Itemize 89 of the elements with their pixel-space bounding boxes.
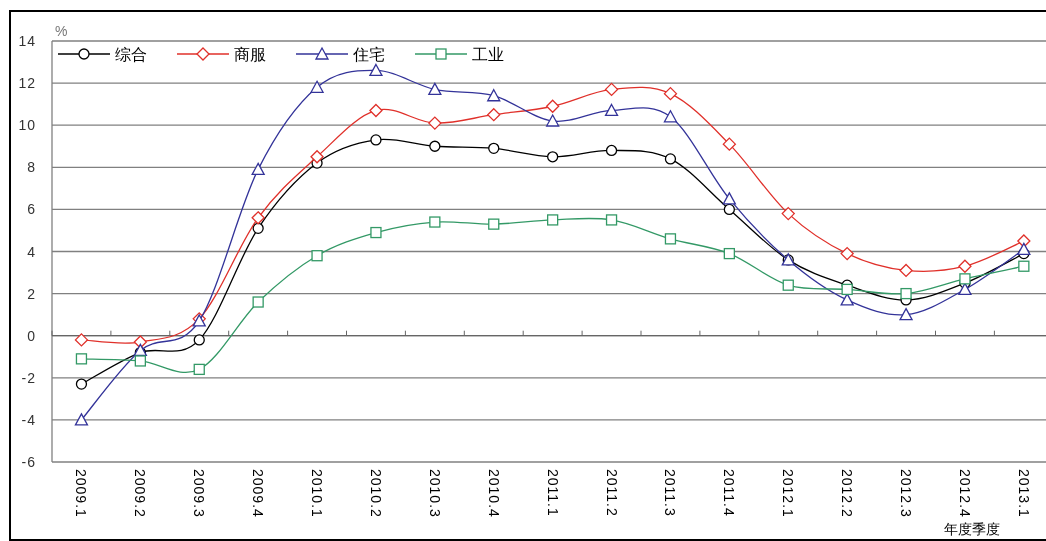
point [193, 334, 205, 346]
point [428, 82, 442, 96]
point [487, 108, 501, 122]
point [841, 283, 853, 296]
point [547, 151, 559, 163]
point [546, 99, 560, 113]
y-tick-label: 2 [27, 285, 36, 302]
y-tick-label: 6 [27, 201, 36, 218]
x-tick-label: 2009.3 [191, 469, 208, 518]
point [723, 203, 735, 216]
point [74, 333, 89, 347]
y-tick-label: 14 [18, 33, 36, 49]
point [310, 80, 324, 93]
point [547, 214, 559, 226]
point [75, 378, 88, 390]
y-tick-label: 10 [18, 117, 36, 134]
point [370, 226, 382, 239]
y-axis-title: % [55, 23, 68, 39]
y-tick-label: 12 [18, 75, 36, 92]
point [134, 355, 146, 367]
x-tick-label: 2011.2 [603, 469, 620, 517]
x-tick-label: 2010.4 [485, 469, 502, 518]
legend-label: 商服 [234, 46, 266, 63]
point [959, 273, 971, 285]
point [429, 216, 441, 228]
point [488, 142, 500, 154]
x-tick-label: 2009.2 [132, 469, 149, 518]
y-tick-label: 8 [27, 159, 36, 176]
point [899, 263, 913, 278]
x-tick-label: 2012.2 [839, 469, 856, 518]
y-tick-label: 4 [27, 243, 36, 260]
point [604, 82, 619, 97]
point [1017, 242, 1031, 256]
x-tick-label: 2012.3 [898, 469, 915, 518]
point [487, 89, 501, 102]
point [605, 214, 618, 226]
point [429, 140, 441, 152]
point [251, 162, 265, 176]
x-tick-label: 2010.1 [309, 469, 326, 518]
point [310, 150, 324, 164]
y-tick-label: -6 [21, 454, 36, 470]
point [722, 137, 736, 151]
point [369, 103, 383, 118]
point [664, 233, 677, 245]
y-tick-label: -4 [21, 411, 36, 428]
point [369, 63, 383, 77]
point [488, 218, 500, 230]
point [251, 211, 265, 225]
point [899, 308, 913, 321]
point [840, 246, 854, 261]
x-tick-label: 2012.4 [956, 469, 973, 518]
point [664, 153, 677, 165]
x-tick-label: 2012.1 [780, 469, 797, 518]
legend-label: 工业 [472, 46, 504, 63]
x-tick-label: 2010.3 [426, 469, 443, 518]
point [193, 363, 205, 376]
point [1018, 260, 1030, 272]
point [311, 250, 323, 262]
point [781, 206, 795, 221]
x-tick-label: 2009.1 [73, 469, 90, 518]
x-tick-label: 2011.3 [662, 469, 679, 517]
x-tick-label: 2011.4 [721, 469, 738, 517]
point [546, 114, 560, 127]
legend-label: 综合 [115, 46, 147, 63]
point [722, 192, 736, 205]
point [958, 259, 972, 273]
x-axis-title: 年度季度 [944, 521, 1000, 537]
point [75, 353, 88, 365]
point [782, 279, 794, 291]
x-tick-label: 2009.4 [250, 469, 267, 518]
point [840, 293, 854, 306]
y-tick-label: -2 [21, 369, 36, 386]
point [428, 116, 442, 130]
x-tick-label: 2010.2 [367, 469, 384, 518]
x-tick-label: 2011.1 [544, 469, 561, 517]
point [900, 287, 912, 300]
point [252, 296, 264, 308]
legend-label: 住宅 [352, 46, 385, 63]
point [663, 110, 678, 123]
point [663, 86, 678, 101]
point [958, 282, 972, 296]
x-tick-label: 2013.1 [1015, 469, 1032, 518]
point [723, 247, 735, 260]
point [252, 222, 264, 234]
point [370, 134, 382, 146]
point [74, 413, 89, 426]
y-tick-label: 0 [27, 327, 36, 344]
point [604, 103, 619, 117]
point [605, 144, 618, 157]
